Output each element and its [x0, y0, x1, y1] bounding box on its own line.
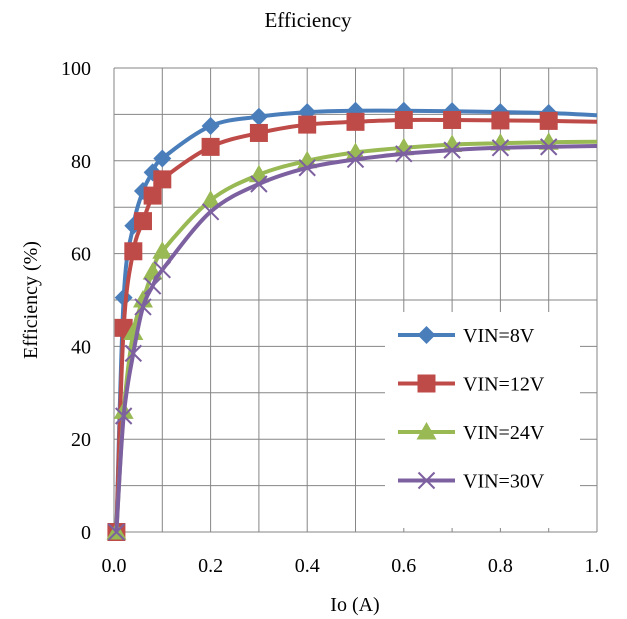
data-point	[298, 115, 317, 134]
data-point	[393, 137, 414, 156]
data-point-stroke	[107, 523, 126, 541]
data-point	[133, 212, 152, 231]
x-tick-label: 0.0	[102, 555, 127, 577]
legend-marker	[417, 471, 436, 490]
data-point	[395, 145, 413, 163]
data-point-stroke	[346, 150, 365, 169]
data-point-stroke	[134, 298, 152, 316]
data-point-stroke	[491, 139, 510, 157]
legend-label: VIN=12V	[463, 374, 545, 396]
data-point-stroke	[443, 141, 461, 159]
data-point-stroke	[143, 277, 162, 295]
data-point	[491, 111, 510, 130]
legend-item: VIN=30V	[398, 471, 545, 493]
legend-label: VIN=24V	[463, 422, 545, 444]
data-point	[153, 170, 172, 189]
data-point	[114, 407, 133, 425]
series	[106, 101, 598, 541]
y-tick-label: 0	[81, 522, 91, 544]
legend-marker	[416, 422, 437, 440]
data-point	[153, 261, 172, 279]
data-point-stroke	[539, 138, 558, 156]
data-point-stroke	[250, 175, 268, 193]
legend-marker-stroke	[417, 471, 436, 490]
legend-item: VIN=12V	[398, 374, 545, 396]
data-point	[201, 203, 220, 221]
legend-box	[385, 312, 580, 528]
series-1	[107, 110, 598, 541]
data-point-stroke	[124, 344, 143, 363]
data-point	[153, 149, 172, 168]
data-point	[249, 107, 268, 126]
data-point	[346, 112, 365, 131]
legend-marker	[417, 374, 436, 393]
data-point	[443, 110, 462, 129]
data-point	[298, 159, 316, 177]
data-point-stroke	[153, 261, 172, 279]
y-tick-label: 40	[71, 336, 91, 358]
data-point	[442, 134, 463, 153]
y-tick-label: 80	[71, 151, 91, 173]
chart-title: Efficiency	[264, 8, 352, 32]
data-point	[443, 141, 461, 159]
x-tick-label: 0.2	[198, 555, 223, 577]
data-point	[107, 523, 126, 541]
legend-marker	[417, 326, 436, 344]
legend-item: VIN=24V	[398, 422, 545, 444]
data-point-stroke	[298, 159, 316, 177]
x-tick-label: 1.0	[585, 555, 610, 577]
data-point	[539, 138, 558, 156]
data-point-stroke	[114, 407, 133, 425]
data-point	[124, 242, 143, 261]
data-point	[249, 123, 268, 142]
data-point-stroke	[201, 203, 220, 221]
data-point	[250, 175, 268, 193]
y-tick-label: 100	[61, 58, 91, 80]
axes	[113, 68, 597, 533]
series-line	[114, 117, 598, 533]
legend-item: VIN=8V	[398, 325, 535, 347]
x-tick-label: 0.4	[295, 555, 320, 577]
x-axis-title: Io (A)	[330, 594, 379, 616]
data-point	[143, 277, 162, 295]
data-point-stroke	[395, 145, 413, 163]
series-line	[114, 108, 598, 533]
data-point	[539, 111, 558, 130]
data-point	[134, 298, 152, 316]
y-tick-label: 20	[71, 429, 91, 451]
data-point	[394, 110, 413, 129]
x-tick-label: 0.6	[391, 555, 416, 577]
tick-labels: 0.0 0.2 0.4 0.6 0.8 1.0 0 20 40 60 80 100	[61, 58, 610, 577]
data-point	[124, 344, 143, 363]
data-point	[201, 137, 220, 156]
legend-label: VIN=8V	[463, 325, 535, 347]
data-point	[491, 139, 510, 157]
y-tick-label: 60	[71, 244, 91, 266]
y-axis-title: Efficiency (%)	[20, 241, 42, 359]
data-point	[143, 186, 162, 205]
data-point	[346, 150, 365, 169]
legend: VIN=8V VIN=12V VIN=24V VIN=30V	[385, 312, 580, 528]
legend-label: VIN=30V	[463, 471, 545, 493]
x-tick-label: 0.8	[488, 555, 513, 577]
series-3	[107, 138, 598, 541]
data-point	[200, 190, 221, 208]
data-point	[201, 117, 220, 135]
data-point	[152, 241, 173, 259]
